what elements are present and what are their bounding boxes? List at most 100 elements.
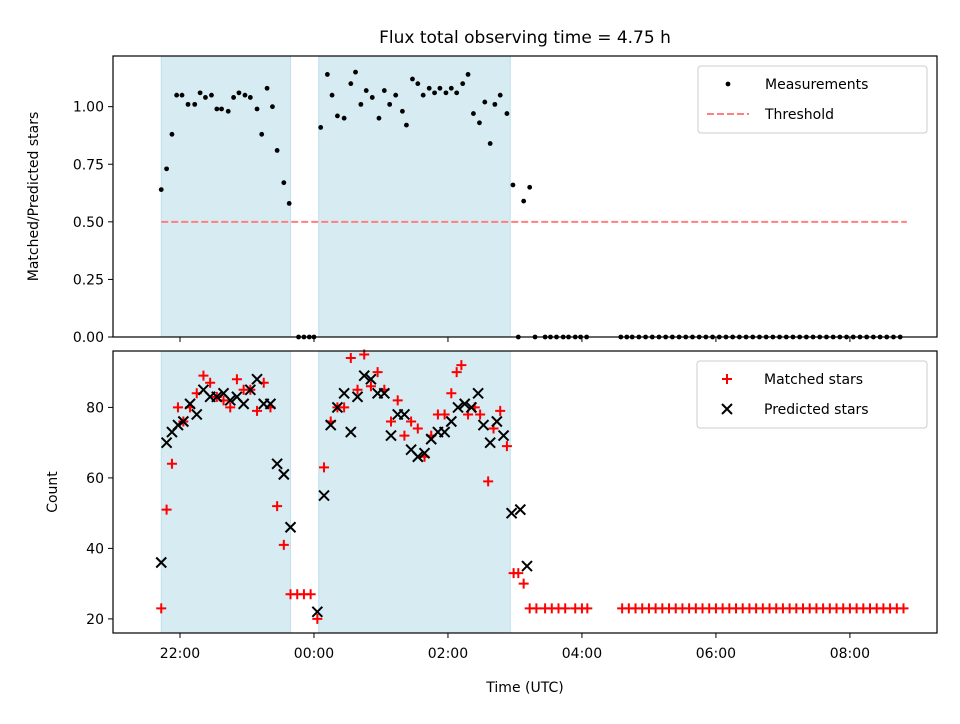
data-point bbox=[231, 95, 236, 100]
data-point bbox=[325, 419, 337, 431]
data-point bbox=[477, 419, 490, 431]
data-point bbox=[443, 90, 449, 96]
x-axis-label: Time (UTC) bbox=[485, 680, 563, 696]
bottom-y-axis-label: Count bbox=[45, 471, 61, 513]
data-point bbox=[331, 401, 344, 414]
data-point bbox=[160, 436, 173, 449]
data-point bbox=[156, 603, 167, 614]
data-point bbox=[426, 85, 432, 91]
data-point bbox=[341, 115, 347, 121]
data-point bbox=[432, 90, 437, 96]
data-point bbox=[264, 85, 270, 91]
data-point bbox=[172, 419, 184, 431]
bottom-series-predicted-stars bbox=[155, 369, 533, 618]
bottom-series-matched-stars bbox=[156, 349, 909, 624]
legend-label: Threshold bbox=[764, 107, 834, 123]
data-point bbox=[225, 402, 236, 413]
data-point bbox=[318, 125, 324, 130]
data-point bbox=[439, 409, 450, 420]
data-point bbox=[513, 568, 524, 579]
top-shaded-interval bbox=[318, 55, 511, 338]
data-point bbox=[445, 415, 458, 428]
data-point bbox=[252, 405, 263, 416]
data-point bbox=[271, 458, 283, 470]
data-point bbox=[358, 369, 370, 382]
data-point bbox=[172, 402, 183, 413]
data-point bbox=[521, 198, 527, 204]
data-point bbox=[412, 423, 423, 434]
data-point bbox=[244, 384, 257, 396]
data-point bbox=[412, 451, 424, 463]
data-point bbox=[465, 72, 471, 77]
data-point bbox=[179, 92, 185, 98]
data-point bbox=[191, 408, 203, 421]
data-point bbox=[209, 92, 214, 98]
data-point bbox=[505, 507, 518, 519]
data-point bbox=[166, 458, 177, 469]
data-point bbox=[236, 90, 242, 96]
data-point bbox=[211, 391, 223, 403]
data-point bbox=[501, 441, 512, 452]
data-point bbox=[475, 409, 486, 420]
data-point bbox=[274, 148, 280, 153]
data-point bbox=[338, 387, 350, 400]
data-point bbox=[369, 95, 375, 100]
data-point bbox=[415, 81, 421, 87]
top-y-tick-label: 0.75 bbox=[73, 157, 104, 173]
data-point bbox=[278, 468, 290, 481]
data-point bbox=[254, 106, 260, 112]
data-point bbox=[393, 92, 399, 98]
data-point bbox=[155, 556, 167, 569]
data-point bbox=[518, 578, 529, 589]
top-panel: 0.00 0.25 0.50 0.75 1.00 Matched/Predicted st… bbox=[26, 55, 938, 346]
legend-marker bbox=[721, 403, 733, 415]
data-point bbox=[420, 92, 426, 98]
x-tick-label: 06:00 bbox=[696, 646, 736, 662]
data-point bbox=[491, 415, 503, 428]
x-tick-label: 04:00 bbox=[562, 646, 602, 662]
bottom-legend: Matched stars Predicted stars bbox=[696, 360, 928, 429]
data-point bbox=[381, 88, 387, 93]
data-point bbox=[392, 395, 403, 406]
legend-marker bbox=[722, 374, 732, 384]
data-point bbox=[504, 111, 510, 116]
data-point bbox=[495, 405, 506, 416]
data-point bbox=[487, 141, 493, 146]
data-point bbox=[174, 92, 180, 98]
legend-marker bbox=[725, 81, 731, 87]
data-point bbox=[387, 101, 393, 107]
x-tick-label: 08:00 bbox=[830, 646, 870, 662]
data-point bbox=[353, 69, 358, 75]
bottom-panel: 20 40 60 80 22:00 00:00 02:00 04:00 06:00 08:00 Co… bbox=[45, 349, 938, 662]
data-point bbox=[418, 447, 431, 459]
data-point bbox=[197, 90, 203, 96]
data-point bbox=[437, 85, 443, 91]
data-point bbox=[335, 113, 340, 119]
data-point bbox=[242, 92, 248, 98]
top-y-axis-label: Matched/Predicted stars bbox=[26, 112, 42, 282]
data-point bbox=[185, 101, 191, 107]
bottom-y-tick-label: 20 bbox=[86, 612, 104, 628]
data-point bbox=[345, 426, 357, 438]
data-point bbox=[378, 387, 391, 400]
data-point bbox=[386, 416, 397, 427]
top-y-tick-label: 1.00 bbox=[73, 100, 104, 116]
data-point bbox=[471, 111, 476, 116]
data-point bbox=[410, 76, 415, 82]
data-point bbox=[214, 106, 220, 112]
data-point bbox=[284, 521, 297, 533]
data-point bbox=[318, 489, 330, 502]
data-point bbox=[465, 401, 478, 414]
bottom-axes-frame bbox=[112, 350, 938, 634]
data-point bbox=[399, 430, 410, 441]
data-point bbox=[448, 85, 454, 91]
data-point bbox=[365, 381, 376, 392]
data-point bbox=[169, 131, 175, 137]
data-point bbox=[224, 394, 236, 407]
data-point bbox=[492, 101, 498, 107]
data-point bbox=[484, 436, 496, 449]
data-point bbox=[521, 560, 533, 572]
data-point bbox=[177, 415, 190, 428]
data-point bbox=[372, 367, 383, 378]
x-tick-label: 22:00 bbox=[160, 646, 200, 662]
